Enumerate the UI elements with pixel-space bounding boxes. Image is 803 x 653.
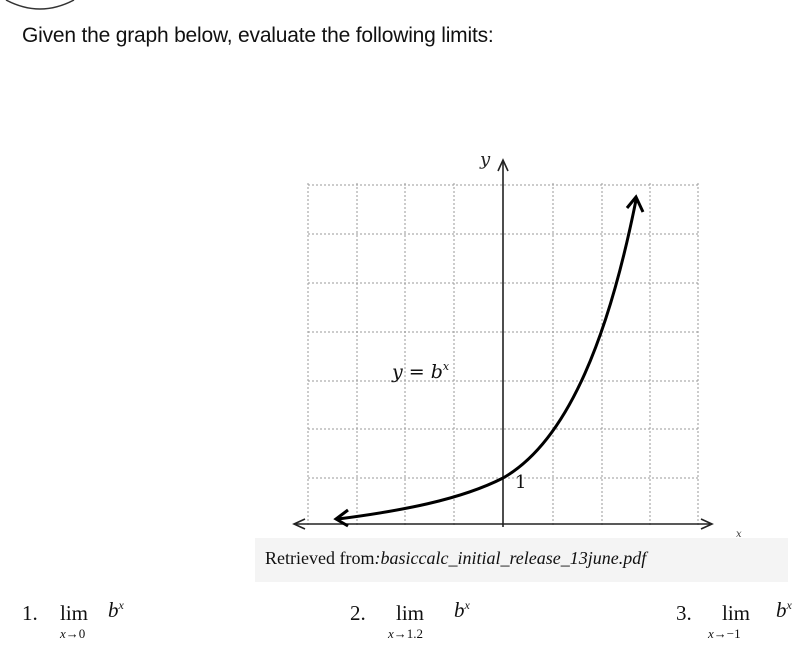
curve-equation-label: y = bx: [391, 360, 450, 383]
curve-label-exp: x: [443, 360, 450, 373]
y-axis-arrow: [497, 158, 509, 172]
y-intercept-label: 1: [515, 472, 526, 493]
curve-end-arrow: [625, 194, 645, 213]
curve-start-arrow: [333, 508, 349, 528]
limit-subscript: x→−1: [708, 626, 741, 641]
lim-operator: lim: [396, 601, 425, 625]
graph-grid: [307, 183, 699, 525]
caption-prefix: Retrieved from: [265, 548, 375, 568]
x-axis-arrow: [700, 518, 714, 530]
problem-number: 1.: [22, 601, 38, 625]
limit-expression: bx: [776, 598, 792, 622]
y-axis-label: y: [479, 149, 491, 170]
limit-expression: bx: [454, 598, 470, 622]
x-axis-label: x: [736, 529, 742, 540]
corner-arc-decoration: [5, 0, 75, 10]
problem-number: 3.: [676, 601, 692, 625]
caption-source: :basiccalc_initial_release_13june.pdf: [374, 548, 647, 568]
x-axis-left-arrow: [292, 518, 306, 530]
caption-background: [255, 538, 788, 582]
limit-subscript: x→1.2: [388, 626, 424, 641]
exponential-curve: [337, 199, 638, 521]
lim-operator: lim: [722, 601, 751, 625]
limit-expression: bx: [108, 598, 124, 622]
lim-operator: lim: [60, 601, 89, 625]
image-caption: Retrieved from:basiccalc_initial_release…: [265, 548, 646, 569]
curve-label-base: y = b: [391, 361, 443, 383]
problem-number: 2.: [350, 601, 366, 625]
question-text: Given the graph below, evaluate the foll…: [22, 24, 494, 47]
limit-subscript: x→0: [60, 626, 86, 641]
